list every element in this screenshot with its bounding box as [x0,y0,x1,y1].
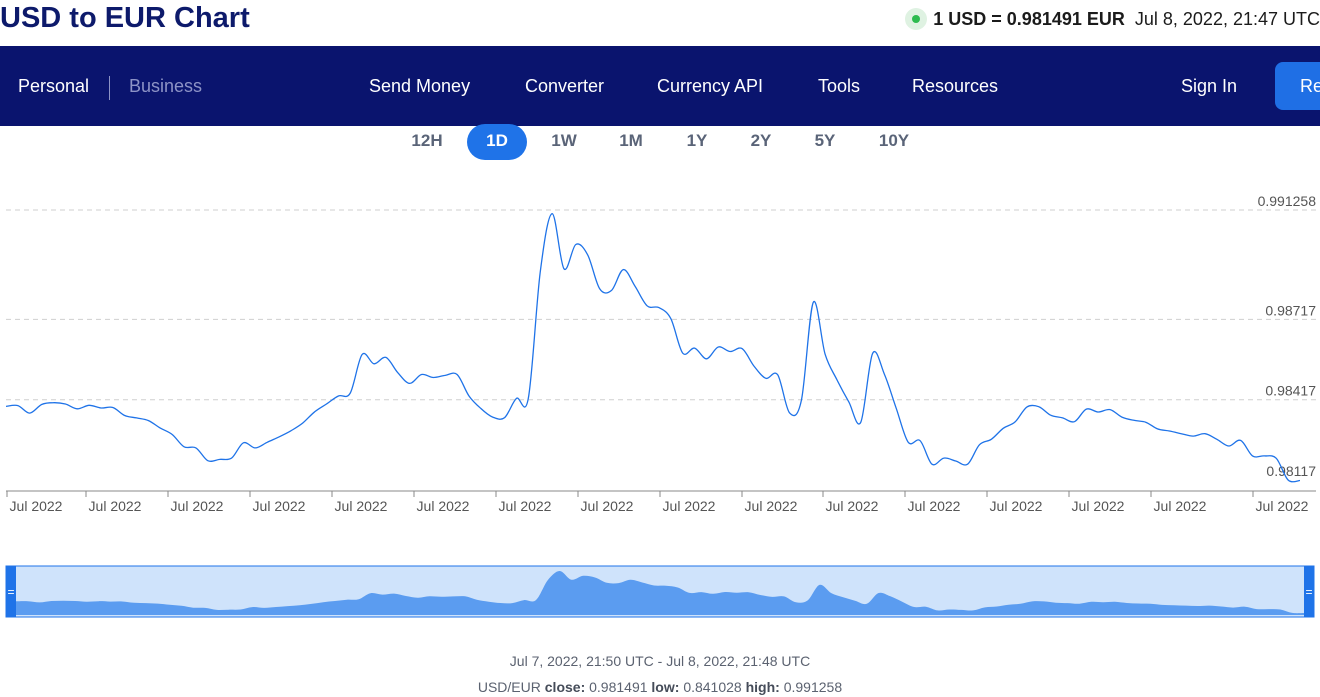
x-tick-label: Jul 2022 [1256,498,1309,514]
grid-lines [6,209,1316,401]
current-rate: 1 USD = 0.981491 EUR [933,8,1125,29]
nav-currency-api[interactable]: Currency API [657,76,764,96]
close-label: close: [544,679,586,695]
live-indicator-icon [905,8,928,30]
nav-send-money[interactable]: Send Money [369,76,471,96]
range-1m[interactable]: 1M [619,131,643,150]
nav-business[interactable]: Business [129,76,203,96]
range-1d[interactable]: 1D [467,124,527,160]
high-value: 0.991258 [783,679,843,695]
range-selector: 12H 1D 1W 1M 1Y 2Y 5Y 10Y [0,124,1320,160]
y-axis-labels: 0.991258 0.98717 0.98417 0.98117 [1258,193,1317,479]
page-title: USD to EUR Chart [0,2,250,34]
y-tick-label: 0.98717 [1265,302,1316,318]
nav-personal[interactable]: Personal [18,76,90,96]
low-value: 0.841028 [683,679,742,695]
close-value: 0.981491 [589,679,648,695]
ohlc-summary: USD/EUR close: 0.981491 low: 0.841028 hi… [0,679,1320,695]
navigator-handle-left-icon: = [7,585,14,599]
rate-timestamp: Jul 8, 2022, 21:47 UTC [1134,8,1320,29]
y-tick-label: 0.98417 [1265,383,1316,399]
date-range: Jul 7, 2022, 21:50 UTC - Jul 8, 2022, 21… [509,653,811,669]
low-label: low: [651,679,680,695]
x-tick-label: Jul 2022 [10,498,63,514]
series-line [5,213,1301,483]
register-button[interactable]: Re [1275,62,1320,110]
x-tick-label: Jul 2022 [89,498,142,514]
navigator-handle-right-icon: = [1305,585,1312,599]
range-10y[interactable]: 10Y [878,131,910,150]
navigator-handle-left[interactable] [6,566,16,617]
x-tick-label: Jul 2022 [745,498,798,514]
navigator-handle-right[interactable] [1304,566,1314,617]
range-1y[interactable]: 1Y [686,131,708,150]
x-tick-label: Jul 2022 [826,498,879,514]
page-header: USD to EUR Chart 1 USD = 0.981491 EUR Ju… [0,0,1320,46]
x-tick-label: Jul 2022 [335,498,388,514]
nav-resources[interactable]: Resources [912,76,999,96]
nav-converter[interactable]: Converter [525,76,605,96]
x-tick-label: Jul 2022 [253,498,306,514]
range-12h[interactable]: 12H [411,131,443,150]
nav-tools[interactable]: Tools [818,76,861,96]
x-tick-label: Jul 2022 [1154,498,1207,514]
range-2y[interactable]: 2Y [750,131,772,150]
range-1w[interactable]: 1W [551,131,577,150]
x-tick-label: Jul 2022 [417,498,470,514]
rate-readout: 1 USD = 0.981491 EUR Jul 8, 2022, 21:47 … [905,8,1320,30]
main-nav: Personal Business Send Money Converter C… [0,46,1320,126]
x-axis: Jul 2022 Jul 2022 Jul 2022 Jul 2022 Jul 2022… [6,491,1309,514]
x-tick-label: Jul 2022 [499,498,552,514]
sign-in-link[interactable]: Sign In [1181,76,1238,96]
y-tick-label: 0.991258 [1258,193,1317,209]
x-tick-label: Jul 2022 [908,498,961,514]
pair-label: USD/EUR [477,679,541,695]
x-tick-label: Jul 2022 [990,498,1043,514]
high-label: high: [745,679,780,695]
navigator-area [16,570,1304,615]
navigator[interactable]: = = [0,565,1320,619]
range-5y[interactable]: 5Y [814,131,836,150]
x-tick-label: Jul 2022 [581,498,634,514]
x-tick-label: Jul 2022 [171,498,224,514]
y-tick-label: 0.98117 [1266,463,1316,479]
x-tick-label: Jul 2022 [663,498,716,514]
x-tick-label: Jul 2022 [1072,498,1125,514]
nav-divider [109,76,110,100]
